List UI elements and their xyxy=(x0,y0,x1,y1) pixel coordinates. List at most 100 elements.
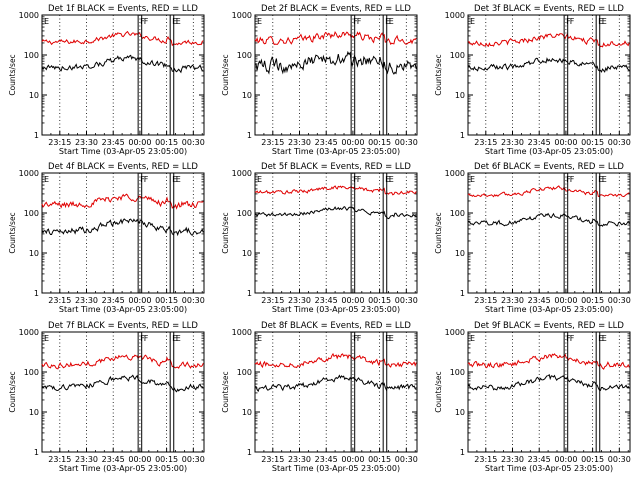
event-marker-label: F xyxy=(144,175,149,184)
plot-frame xyxy=(254,14,418,136)
events-curve xyxy=(254,50,417,75)
x-tick-label: 00:15 xyxy=(155,296,178,305)
event-marker-label: E xyxy=(385,17,390,26)
x-tick-label: 23:30 xyxy=(501,455,524,464)
event-marker-label: E xyxy=(172,334,177,343)
panel-title: Det 4f BLACK = Events, RED = LLD xyxy=(48,162,198,172)
events-curve xyxy=(254,206,417,220)
x-tick-label: 23:45 xyxy=(315,296,338,305)
events-curve xyxy=(41,374,204,393)
y-tick-label: 100 xyxy=(450,368,465,377)
lld-curve xyxy=(41,30,204,47)
y-tick-label: 1 xyxy=(460,289,465,298)
event-marker-label: E xyxy=(470,175,475,184)
x-tick-label: 00:00 xyxy=(554,296,577,305)
event-marker-label: E xyxy=(172,17,177,26)
event-marker-label: E xyxy=(389,17,394,26)
x-tick-label: 23:15 xyxy=(474,138,497,147)
x-tick-label: 23:30 xyxy=(288,455,311,464)
event-marker-label: E xyxy=(44,17,49,26)
plot-frame xyxy=(41,172,205,294)
y-tick-label: 100 xyxy=(24,51,39,60)
panel-det-4: Det 4f BLACK = Events, RED = LLD 1 10 100 10… xyxy=(8,162,205,314)
y-tick-label: 1 xyxy=(460,448,465,457)
event-marker-label: E xyxy=(389,175,394,184)
x-tick-label: 23:30 xyxy=(75,296,98,305)
x-tick-label: 00:30 xyxy=(182,296,205,305)
x-tick-label: 00:15 xyxy=(581,138,604,147)
x-tick-label: 00:30 xyxy=(608,455,631,464)
y-tick-label: 10 xyxy=(29,91,39,100)
x-tick-label: 23:45 xyxy=(102,138,125,147)
y-axis-label: Counts/sec xyxy=(434,54,443,95)
y-tick-label: 100 xyxy=(237,368,252,377)
panel-title: Det 9f BLACK = Events, RED = LLD xyxy=(474,321,624,331)
x-tick-label: 23:15 xyxy=(48,138,71,147)
event-marker-label: E xyxy=(257,334,262,343)
y-axis-label: Counts/sec xyxy=(8,212,17,253)
lld-curve xyxy=(254,185,417,196)
panel-title: Det 2f BLACK = Events, RED = LLD xyxy=(261,4,411,14)
event-marker-label: F xyxy=(353,17,358,26)
event-marker-label: E xyxy=(470,17,475,26)
y-tick-label: 1000 xyxy=(445,328,465,337)
event-marker-label: F xyxy=(353,334,358,343)
events-curve xyxy=(467,212,630,227)
x-axis-label: Start Time (03-Apr-05 23:05:00) xyxy=(59,464,187,473)
x-tick-label: 23:45 xyxy=(528,138,551,147)
event-marker-label: E xyxy=(176,175,181,184)
x-tick-label: 23:45 xyxy=(102,296,125,305)
event-marker-label: E xyxy=(602,17,607,26)
x-tick-label: 00:00 xyxy=(554,455,577,464)
x-tick-label: 23:45 xyxy=(528,455,551,464)
y-tick-label: 10 xyxy=(242,91,252,100)
x-tick-label: 00:00 xyxy=(128,455,151,464)
plot-frame xyxy=(467,331,631,453)
y-tick-label: 1000 xyxy=(445,169,465,178)
y-axis-label: Counts/sec xyxy=(221,371,230,412)
plot-frame xyxy=(254,331,418,453)
x-tick-label: 00:00 xyxy=(554,138,577,147)
y-tick-label: 1 xyxy=(247,131,252,140)
event-marker-label: E xyxy=(176,334,181,343)
event-marker-label: F xyxy=(144,17,149,26)
x-tick-label: 00:30 xyxy=(608,296,631,305)
x-axis-label: Start Time (03-Apr-05 23:05:00) xyxy=(272,464,400,473)
y-axis-label: Counts/sec xyxy=(221,54,230,95)
lld-curve xyxy=(254,352,417,369)
x-tick-label: 23:30 xyxy=(288,138,311,147)
x-tick-label: 00:00 xyxy=(341,138,364,147)
event-marker-label: F xyxy=(566,17,571,26)
y-tick-label: 10 xyxy=(455,408,465,417)
y-tick-label: 100 xyxy=(450,209,465,218)
y-axis-label: Counts/sec xyxy=(8,371,17,412)
y-tick-label: 10 xyxy=(29,249,39,258)
x-tick-label: 23:15 xyxy=(48,455,71,464)
event-marker-label: F xyxy=(570,17,575,26)
event-marker-label: E xyxy=(598,17,603,26)
y-axis-label: Counts/sec xyxy=(8,54,17,95)
x-tick-label: 00:15 xyxy=(581,296,604,305)
x-tick-label: 00:15 xyxy=(368,455,391,464)
panel-det-9: Det 9f BLACK = Events, RED = LLD 1 10 100 10… xyxy=(434,321,631,473)
x-tick-label: 23:15 xyxy=(261,455,284,464)
plot-frame xyxy=(41,331,205,453)
y-tick-label: 1 xyxy=(247,289,252,298)
x-tick-label: 23:15 xyxy=(474,455,497,464)
x-tick-label: 00:30 xyxy=(395,455,418,464)
event-marker-label: E xyxy=(602,175,607,184)
x-axis-label: Start Time (03-Apr-05 23:05:00) xyxy=(59,147,187,156)
y-tick-label: 1 xyxy=(34,448,39,457)
event-marker-label: E xyxy=(389,334,394,343)
panel-title: Det 5f BLACK = Events, RED = LLD xyxy=(261,162,411,172)
panel-det-8: Det 8f BLACK = Events, RED = LLD 1 10 100 10… xyxy=(221,321,418,473)
x-axis-label: Start Time (03-Apr-05 23:05:00) xyxy=(272,147,400,156)
x-tick-label: 23:30 xyxy=(75,455,98,464)
x-tick-label: 23:15 xyxy=(261,138,284,147)
y-tick-label: 1000 xyxy=(232,11,252,20)
x-tick-label: 00:30 xyxy=(182,138,205,147)
x-axis-label: Start Time (03-Apr-05 23:05:00) xyxy=(272,305,400,314)
lld-curve xyxy=(467,33,630,48)
event-marker-label: F xyxy=(570,175,575,184)
